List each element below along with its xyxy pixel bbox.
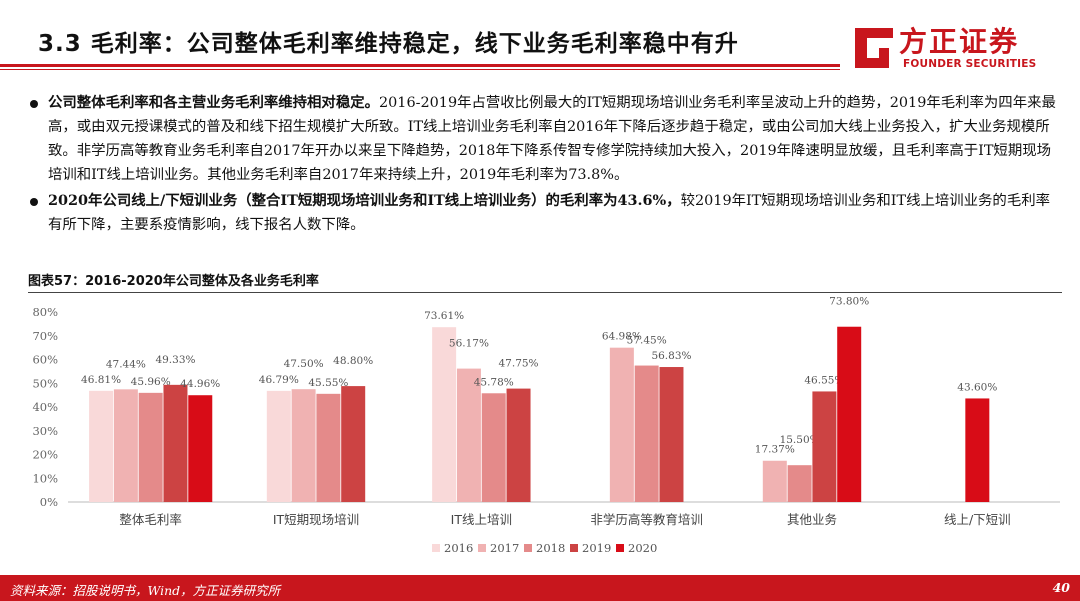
legend-swatch (616, 544, 624, 552)
legend-label: 2020 (628, 541, 657, 555)
title-divider-thin (0, 69, 840, 70)
bullet-text: 2016-2019年占营收比例最大的IT短期现场培训业务毛利率呈波动上升的趋势，… (48, 95, 1056, 183)
bar (481, 393, 506, 502)
category-label: 非学历高等教育培训 (590, 512, 703, 527)
y-tick-label: 60% (32, 353, 58, 367)
bar (432, 327, 457, 502)
data-label: 64.98% (602, 331, 642, 343)
legend-label: 2018 (536, 541, 565, 555)
title-divider (0, 64, 840, 67)
bar (89, 390, 114, 502)
data-label: 47.44% (106, 358, 146, 370)
category-label: IT短期现场培训 (273, 512, 359, 527)
data-label: 43.60% (957, 381, 997, 393)
bar (837, 326, 862, 502)
bar (113, 389, 138, 502)
founder-logo-icon (855, 28, 893, 68)
category-label: 整体毛利率 (119, 512, 182, 527)
bar (163, 384, 188, 502)
summary-bullets: 公司整体毛利率和各主营业务毛利率维持相对稳定。2016-2019年占营收比例最大… (30, 91, 1060, 239)
data-label: 73.61% (424, 310, 464, 322)
figure-divider (28, 292, 1062, 293)
y-tick-label: 30% (32, 424, 58, 438)
data-label: 47.75% (499, 358, 539, 370)
bar (188, 395, 213, 502)
data-label: 44.96% (180, 378, 220, 390)
bullet-bold-text: 公司整体毛利率和各主营业务毛利率维持相对稳定。 (48, 94, 379, 111)
y-tick-label: 50% (32, 376, 58, 390)
bullet-text: 较2019年IT短期现场培训业务和IT线上培训业务的毛利率有所下降，主要系疫情影… (48, 193, 1050, 233)
data-label: 45.55% (308, 377, 348, 389)
category-label: 线上/下短训 (944, 512, 1011, 527)
y-tick-label: 40% (32, 400, 58, 414)
data-label: 46.81% (81, 374, 121, 386)
bar (506, 388, 531, 502)
footer-source: 资料来源：招股说明书，Wind，方正证券研究所 (10, 583, 281, 598)
data-label: 56.17% (449, 338, 489, 350)
brand-logo: 方正证券 FOUNDER SECURITIES (849, 20, 1039, 74)
data-label: 15.50% (780, 434, 820, 446)
bar (659, 367, 684, 502)
y-tick-label: 20% (32, 448, 58, 462)
bullet-item: 2020年公司线上/下短训业务（整合IT短期现场培训业务和IT线上培训业务）的毛… (30, 189, 1060, 237)
y-tick-label: 80% (32, 305, 58, 319)
data-label: 45.78% (474, 376, 514, 388)
logo-text-en: FOUNDER SECURITIES (903, 58, 1037, 70)
page-number: 40 (1052, 580, 1070, 595)
y-tick-label: 0% (40, 495, 58, 509)
legend-swatch (570, 544, 578, 552)
margin-bar-chart: 0% 10% 20% 30% 40% 50% 60% 70% 80% 46.81% 47.44% 45… (32, 296, 1060, 555)
footer-bar: 资料来源：招股说明书，Wind，方正证券研究所 40 (0, 575, 1080, 601)
legend-swatch (524, 544, 532, 552)
bar (341, 386, 366, 502)
bullet-dot-icon (30, 100, 38, 108)
data-label: 45.96% (131, 376, 171, 388)
data-label: 49.33% (155, 354, 195, 366)
data-label: 46.55% (804, 374, 844, 386)
bullet-dot-icon (30, 198, 38, 206)
bar (609, 347, 634, 502)
legend-swatch (432, 544, 440, 552)
logo-text-cn: 方正证券 (899, 25, 1020, 58)
y-tick-label: 70% (32, 329, 58, 343)
bar (266, 390, 291, 502)
bar (456, 368, 481, 502)
data-label: 17.37% (755, 444, 795, 456)
legend-label: 2019 (582, 541, 611, 555)
data-label: 48.80% (333, 355, 373, 367)
bar (762, 460, 787, 502)
y-tick-label: 10% (32, 471, 58, 485)
legend-label: 2016 (444, 541, 473, 555)
data-label: 73.80% (829, 296, 869, 308)
legend-swatch (478, 544, 486, 552)
data-label: 47.50% (284, 358, 324, 370)
bullet-item: 公司整体毛利率和各主营业务毛利率维持相对稳定。2016-2019年占营收比例最大… (30, 91, 1060, 187)
bar (965, 398, 990, 502)
bar (812, 391, 837, 502)
data-label: 57.45% (627, 335, 667, 347)
bar (316, 393, 341, 502)
category-label: IT线上培训 (451, 512, 512, 527)
bar (634, 365, 659, 502)
category-label: 其他业务 (787, 512, 837, 527)
data-label: 56.83% (651, 350, 691, 362)
bar (291, 389, 316, 502)
page-title: 3.3 毛利率：公司整体毛利率维持稳定，线下业务毛利率稳中有升 (38, 31, 739, 57)
bullet-bold-text: 2020年公司线上/下短训业务（整合IT短期现场培训业务和IT线上培训业务）的毛… (48, 192, 681, 209)
bar (787, 465, 812, 502)
data-label: 46.79% (259, 374, 299, 386)
figure-title: 图表57：2016-2020年公司整体及各业务毛利率 (28, 274, 319, 289)
legend-label: 2017 (490, 541, 519, 555)
bar (138, 392, 163, 502)
